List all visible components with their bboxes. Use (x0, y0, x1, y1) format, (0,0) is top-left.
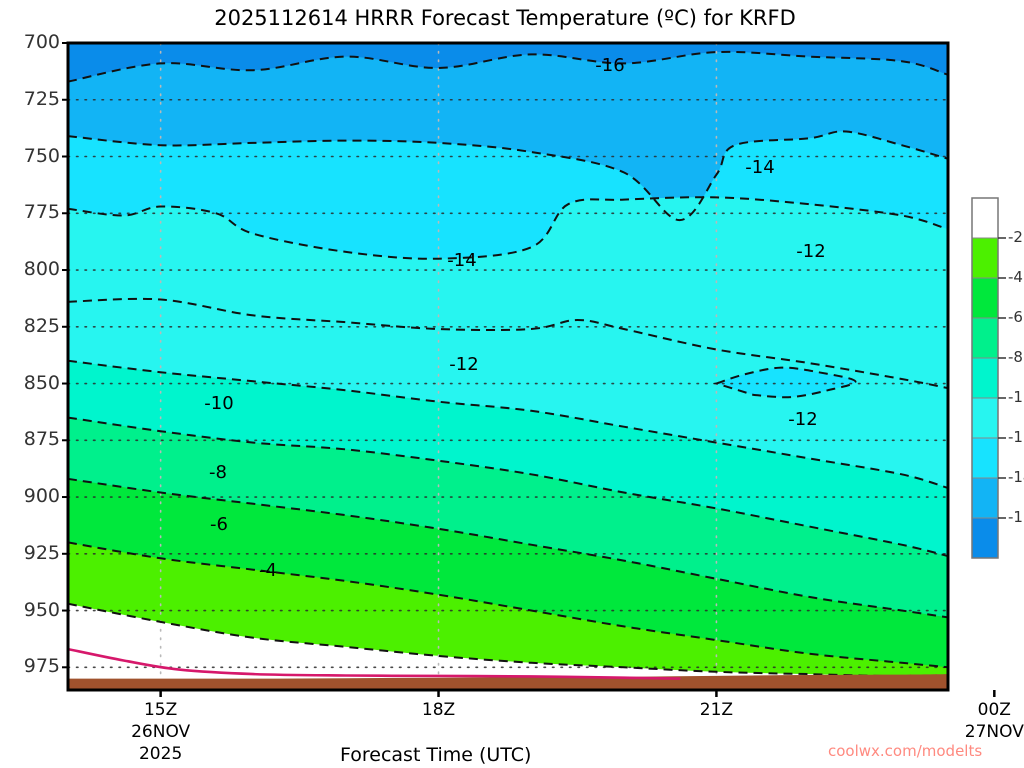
y-tick-label-775: 775 (23, 201, 60, 224)
contour-label: -16 (595, 55, 624, 76)
contour-label: -8 (209, 462, 227, 483)
y-tick-label-850: 850 (23, 371, 60, 394)
x-tick-label-00Z: 00Z (977, 700, 1011, 720)
contour-label: -12 (788, 409, 817, 430)
y-tick-label-825: 825 (23, 314, 60, 337)
contour-label: -12 (449, 354, 478, 375)
y-tick-label-875: 875 (23, 428, 60, 451)
contour-label: -6 (210, 514, 228, 535)
contour-label: -14 (745, 157, 774, 178)
colorbar-tick--10: -10 (1008, 388, 1024, 406)
colorbar-tick--14: -14 (1008, 468, 1024, 486)
x-tick-label-21Z: 21Z (699, 700, 734, 720)
contour-label: -14 (447, 250, 476, 271)
contour-fill-bands (68, 43, 948, 690)
page-title: 2025112614 HRRR Forecast Temperature (ºC… (214, 6, 796, 30)
grid-lines (68, 43, 948, 690)
colorbar-tick--16: -16 (1008, 508, 1024, 526)
watermark-link[interactable]: coolwx.com/modelts (828, 742, 983, 760)
contour-label: -10 (204, 393, 233, 414)
y-tick-label-925: 925 (23, 541, 60, 564)
colorbar-tick--2: -2 (1008, 228, 1023, 246)
x-sub-label-26NOV: 26NOV (131, 722, 191, 742)
y-tick-label-950: 950 (23, 598, 60, 621)
y-tick-label-725: 725 (23, 87, 60, 110)
y-tick-label-750: 750 (23, 144, 60, 167)
colorbar-tick--4: -4 (1008, 268, 1023, 286)
y-tick-label-900: 900 (23, 485, 60, 508)
colorbar-tick--8: -8 (1008, 348, 1023, 366)
plot-border (66, 41, 950, 692)
x-tick-label-15Z: 15Z (143, 700, 178, 720)
x-axis-title: Forecast Time (UTC) (340, 744, 532, 766)
colorbar-tick--12: -12 (1008, 428, 1024, 446)
colorbar-tick--6: -6 (1008, 308, 1023, 326)
axis-ticks (62, 42, 996, 697)
y-tick-label-800: 800 (23, 258, 60, 281)
contour-value-labels: -16 -14 -14 -12 -12 -12 -10 -8 -6 -4 (204, 55, 825, 581)
x-sub-label-2025: 2025 (138, 744, 183, 764)
x-tick-label-18Z: 18Z (421, 700, 456, 720)
colorbar[interactable] (971, 197, 1006, 559)
y-tick-label-975: 975 (23, 655, 60, 678)
contour-label: -4 (259, 560, 277, 581)
freezing-level-line (68, 647, 681, 680)
terrain-mask (68, 674, 948, 690)
y-tick-label-700: 700 (23, 31, 60, 53)
x-sub-label-27NOV: 27NOV (964, 722, 1024, 742)
contour-label: -12 (796, 241, 825, 262)
contour-lines (68, 50, 948, 678)
